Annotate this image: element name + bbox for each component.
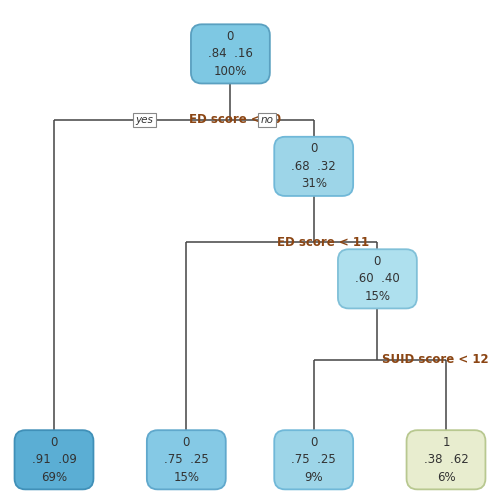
Text: SUID score < 12: SUID score < 12 (382, 353, 489, 366)
Text: ED score < 11: ED score < 11 (277, 236, 369, 249)
FancyBboxPatch shape (274, 137, 353, 196)
FancyBboxPatch shape (14, 430, 94, 490)
Text: 0
.75  .25
15%: 0 .75 .25 15% (164, 436, 208, 484)
Text: 0
.75  .25
9%: 0 .75 .25 9% (292, 436, 336, 484)
FancyBboxPatch shape (406, 430, 486, 490)
Text: 0
.91  .09
69%: 0 .91 .09 69% (32, 436, 76, 484)
Text: 0
.60  .40
15%: 0 .60 .40 15% (355, 255, 400, 303)
Text: 0
.84  .16
100%: 0 .84 .16 100% (208, 30, 253, 78)
FancyBboxPatch shape (338, 250, 417, 308)
FancyBboxPatch shape (147, 430, 226, 490)
Text: yes: yes (136, 115, 154, 125)
Text: ED score < 10: ED score < 10 (189, 113, 281, 126)
Text: no: no (260, 115, 274, 125)
FancyBboxPatch shape (274, 430, 353, 490)
FancyBboxPatch shape (191, 24, 270, 83)
Text: 0
.68  .32
31%: 0 .68 .32 31% (292, 142, 336, 190)
Text: 1
.38  .62
6%: 1 .38 .62 6% (424, 436, 469, 484)
